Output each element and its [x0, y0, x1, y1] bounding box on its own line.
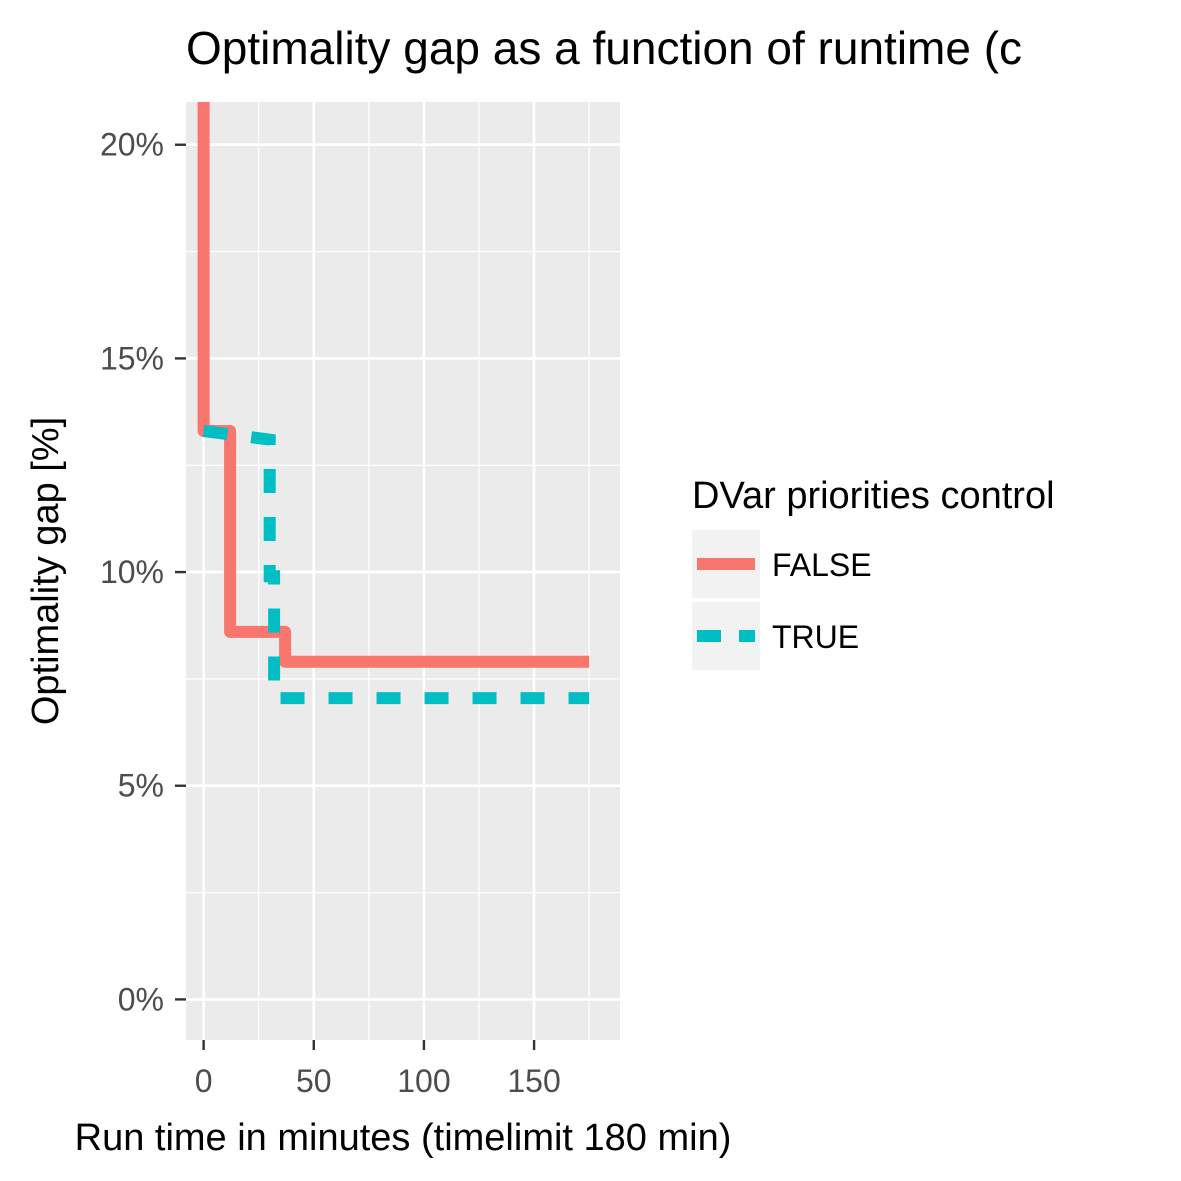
legend-label-false: FALSE: [772, 547, 872, 583]
x-axis-title: Run time in minutes (timelimit 180 min): [75, 1117, 732, 1159]
x-tick-label: 0: [195, 1063, 213, 1099]
legend: DVar priorities control FALSE TRUE: [692, 475, 1055, 670]
y-tick-label: 10%: [100, 554, 164, 590]
chart-title: Optimality gap as a function of runtime …: [186, 22, 1022, 74]
series-line-true: [202, 425, 590, 705]
y-axis: 0% 5% 10% 15% 20%: [100, 127, 186, 1017]
legend-title: DVar priorities control: [692, 475, 1055, 517]
x-tick-label: 150: [507, 1063, 560, 1099]
grid-major: [186, 102, 620, 1040]
y-tick-label: 20%: [100, 127, 164, 163]
legend-items: FALSE TRUE: [692, 530, 872, 670]
y-tick-label: 15%: [100, 340, 164, 376]
x-tick-label: 100: [397, 1063, 450, 1099]
x-axis: 0 50 100 150: [195, 1040, 561, 1099]
series-layer: [197, 102, 590, 705]
y-tick-label: 5%: [118, 768, 164, 804]
x-tick-label: 50: [296, 1063, 332, 1099]
legend-label-true: TRUE: [772, 619, 859, 655]
y-tick-label: 0%: [118, 981, 164, 1017]
y-axis-title: Optimality gap [%]: [25, 417, 67, 725]
